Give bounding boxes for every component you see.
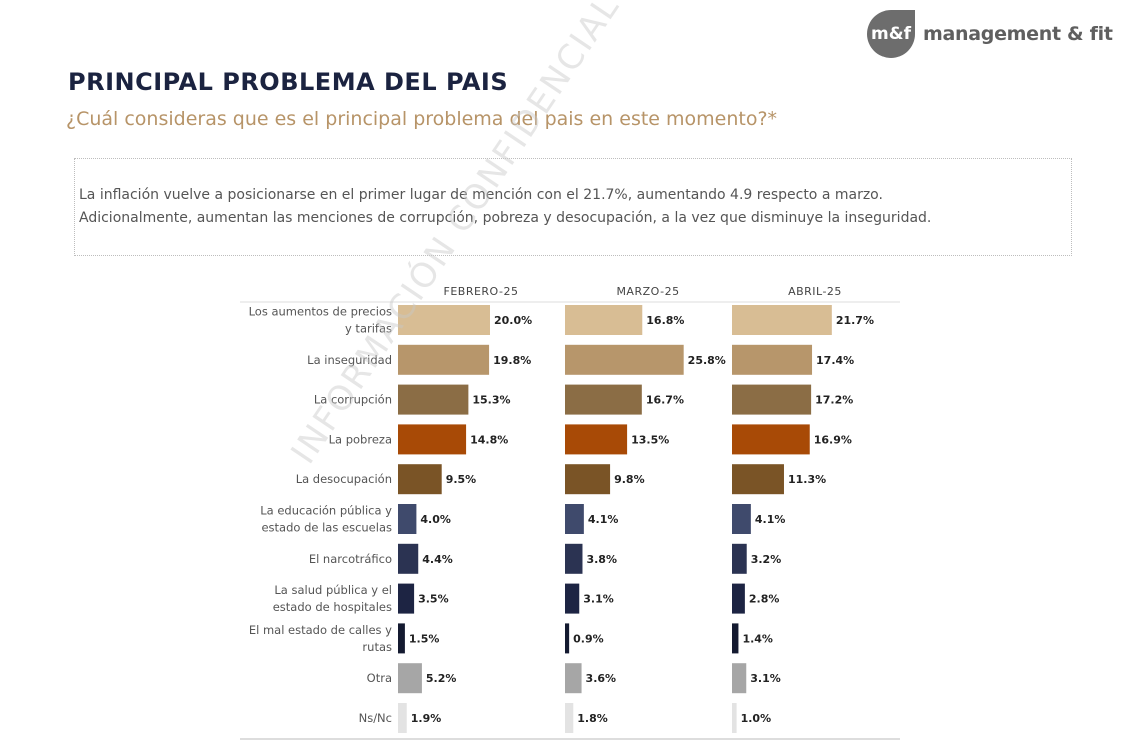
category-label: Los aumentos de precios y tarifas <box>249 305 392 336</box>
category-label: La pobreza <box>329 432 392 446</box>
category-label: La corrupción <box>314 393 392 407</box>
data-label: 1.4% <box>742 632 773 645</box>
data-label: 4.0% <box>420 513 451 526</box>
category-label: El narcotráfico <box>309 552 392 566</box>
bar <box>732 424 810 455</box>
page-title: PRINCIPAL PROBLEMA DEL PAIS <box>68 68 509 96</box>
column-header: FEBRERO-25 <box>444 285 519 298</box>
summary-box: La inflación vuelve a posicionarse en el… <box>74 158 1072 256</box>
bar <box>398 583 415 614</box>
bar <box>398 504 417 534</box>
bar <box>732 623 739 654</box>
bar <box>732 384 812 415</box>
data-label: 4.1% <box>755 513 786 526</box>
data-label: 11.3% <box>788 473 826 486</box>
bar <box>565 543 583 574</box>
bar <box>732 663 747 694</box>
data-label: 4.1% <box>588 513 619 526</box>
brand-logo: m&f management & fit <box>867 10 1113 58</box>
data-label: 15.3% <box>472 394 510 407</box>
bar <box>565 464 611 495</box>
data-label: 3.5% <box>418 593 449 606</box>
bar <box>565 384 642 415</box>
category-label: Ns/Nc <box>359 711 392 725</box>
data-label: 1.5% <box>409 632 440 645</box>
bar <box>398 424 467 455</box>
bar <box>732 504 751 534</box>
bar <box>732 305 832 335</box>
data-label: 19.8% <box>493 354 531 367</box>
data-label: 3.2% <box>751 553 782 566</box>
data-label: 17.2% <box>815 394 853 407</box>
bar <box>565 504 584 534</box>
category-label: La salud pública y el estado de hospitale… <box>273 583 392 614</box>
bar <box>398 305 490 335</box>
data-label: 14.8% <box>470 433 508 446</box>
data-label: 1.8% <box>577 712 608 725</box>
bar <box>732 703 737 733</box>
data-label: 3.8% <box>586 553 617 566</box>
bar <box>398 464 442 495</box>
page-subtitle: ¿Cuál consideras que es el principal pro… <box>66 108 778 130</box>
data-label: 9.5% <box>446 473 477 486</box>
data-label: 25.8% <box>688 354 726 367</box>
bar <box>732 543 747 574</box>
category-label: Otra <box>367 671 392 685</box>
bar <box>732 583 745 614</box>
data-label: 9.8% <box>614 473 645 486</box>
data-label: 2.8% <box>749 593 780 606</box>
data-label: 13.5% <box>631 433 669 446</box>
category-label: La educación pública y estado de las escu… <box>260 504 392 535</box>
bar <box>565 663 582 694</box>
column-header: MARZO-25 <box>616 285 679 298</box>
category-label: El mal estado de calles y rutas <box>249 623 392 654</box>
bar <box>732 464 784 495</box>
bar <box>732 344 813 375</box>
bar <box>565 623 570 654</box>
bar <box>565 703 574 733</box>
data-label: 3.1% <box>750 672 781 685</box>
data-label: 1.0% <box>741 712 772 725</box>
logo-text: management & fit <box>923 23 1113 45</box>
summary-line-1: La inflación vuelve a posicionarse en el… <box>79 187 883 203</box>
data-label: 0.9% <box>573 632 604 645</box>
data-label: 1.9% <box>411 712 442 725</box>
data-label: 3.6% <box>586 672 617 685</box>
data-label: 4.4% <box>422 553 453 566</box>
bar <box>398 623 405 654</box>
data-label: 21.7% <box>836 314 874 327</box>
category-label: La desocupación <box>296 472 392 486</box>
bar <box>565 344 684 375</box>
bar <box>565 424 628 455</box>
bar <box>565 305 643 335</box>
data-label: 5.2% <box>426 672 457 685</box>
summary-line-2: Adicionalmente, aumentan las menciones d… <box>79 209 932 226</box>
bar <box>398 703 407 733</box>
bar <box>398 344 490 375</box>
bar <box>398 384 469 415</box>
data-label: 16.9% <box>814 433 852 446</box>
data-label: 17.4% <box>816 354 854 367</box>
data-label: 3.1% <box>583 593 614 606</box>
data-label: 20.0% <box>494 314 532 327</box>
category-label: La inseguridad <box>307 353 392 367</box>
bar <box>398 663 422 694</box>
bar <box>565 583 580 614</box>
logo-mark: m&f <box>867 10 915 58</box>
column-header: ABRIL-25 <box>788 285 842 298</box>
data-label: 16.8% <box>646 314 684 327</box>
data-label: 16.7% <box>646 394 684 407</box>
bar <box>398 543 419 574</box>
